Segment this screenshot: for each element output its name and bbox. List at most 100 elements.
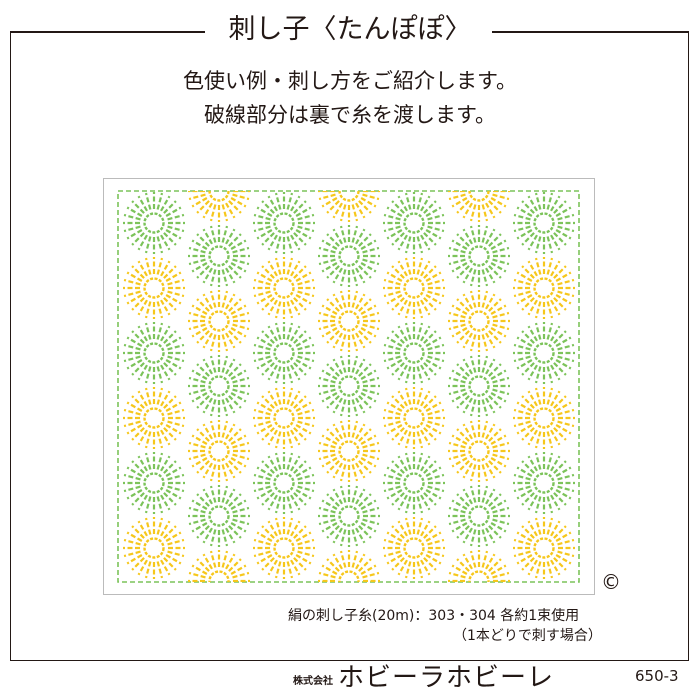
ray-stitch bbox=[462, 267, 473, 284]
ray-stitch bbox=[209, 225, 217, 243]
ray-stitch bbox=[332, 228, 343, 245]
ray-stitch bbox=[196, 233, 210, 247]
sunburst-motif bbox=[513, 192, 575, 254]
ray-stitch bbox=[144, 561, 152, 579]
ray-stitch bbox=[144, 452, 152, 470]
ray-stitch bbox=[553, 362, 567, 376]
ray-stitch bbox=[297, 343, 315, 351]
ray-stitch bbox=[555, 294, 572, 305]
ray-stitch bbox=[339, 355, 347, 373]
ray-stitch bbox=[209, 464, 217, 482]
ray-stitch bbox=[131, 330, 145, 344]
ray-stitch bbox=[209, 399, 217, 417]
ray-stitch bbox=[137, 260, 148, 277]
ray-stitch bbox=[553, 427, 567, 441]
ray-stitch bbox=[361, 179, 376, 184]
ray-stitch bbox=[192, 588, 207, 594]
ray-stitch bbox=[274, 452, 282, 470]
ray-stitch bbox=[137, 234, 148, 251]
ray-stitch bbox=[481, 550, 489, 568]
ray-stitch bbox=[360, 564, 377, 575]
ray-stitch bbox=[165, 271, 182, 282]
ray-stitch bbox=[188, 311, 206, 319]
ray-stitch bbox=[253, 290, 271, 298]
ray-stitch bbox=[267, 299, 278, 316]
ray-stitch bbox=[456, 330, 470, 344]
ray-stitch bbox=[167, 473, 185, 481]
ray-stitch bbox=[290, 494, 301, 511]
description-line-1: 色使い例・刺し方をご紹介します。 bbox=[183, 69, 517, 93]
ray-stitch bbox=[225, 527, 236, 544]
ray-stitch bbox=[253, 343, 271, 351]
ray-stitch bbox=[425, 401, 442, 412]
ray-stitch bbox=[386, 554, 403, 565]
ray-stitch bbox=[351, 334, 359, 352]
ray-stitch bbox=[261, 460, 275, 474]
ray-stitch bbox=[165, 554, 182, 565]
ray-stitch bbox=[202, 488, 213, 505]
ray-stitch bbox=[163, 427, 177, 441]
ray-stitch bbox=[448, 453, 466, 461]
ray-stitch bbox=[404, 452, 412, 470]
ray-stitch bbox=[332, 332, 343, 349]
ray-stitch bbox=[386, 206, 403, 217]
ray-stitch bbox=[481, 529, 489, 547]
ray-stitch bbox=[228, 363, 242, 377]
ray-stitch bbox=[293, 362, 307, 376]
ray-stitch bbox=[123, 473, 141, 481]
ray-stitch bbox=[527, 234, 538, 251]
ray-stitch bbox=[360, 304, 377, 315]
ray-stitch bbox=[225, 423, 236, 440]
ray-stitch bbox=[555, 401, 572, 412]
ray-stitch bbox=[416, 192, 424, 210]
ray-stitch bbox=[204, 593, 213, 594]
ray-stitch bbox=[165, 401, 182, 412]
ray-stitch bbox=[191, 327, 208, 338]
ray-stitch bbox=[196, 428, 210, 442]
ray-stitch bbox=[527, 520, 538, 537]
ray-stitch bbox=[290, 364, 301, 381]
ray-stitch bbox=[137, 494, 148, 511]
ray-stitch bbox=[156, 322, 164, 340]
sunburst-motif bbox=[253, 322, 315, 384]
sunburst-motif bbox=[188, 550, 250, 594]
ray-stitch bbox=[492, 258, 510, 266]
frame-top-right bbox=[492, 31, 689, 33]
ray-stitch bbox=[462, 488, 473, 505]
ray-stitch bbox=[188, 193, 206, 201]
ray-stitch bbox=[513, 485, 531, 493]
ray-stitch bbox=[326, 493, 340, 507]
sunburst-motif bbox=[448, 290, 510, 352]
ray-stitch bbox=[286, 257, 294, 275]
ray-stitch bbox=[188, 246, 206, 254]
ray-stitch bbox=[553, 265, 567, 279]
ray-stitch bbox=[451, 327, 468, 338]
ray-stitch bbox=[362, 323, 380, 331]
ray-stitch bbox=[534, 387, 542, 405]
ray-stitch bbox=[360, 239, 377, 250]
ray-stitch bbox=[144, 431, 152, 449]
ray-stitch bbox=[469, 334, 477, 352]
ray-stitch bbox=[232, 441, 250, 449]
ray-stitch bbox=[123, 538, 141, 546]
ray-stitch bbox=[521, 200, 535, 214]
ray-stitch bbox=[416, 561, 424, 579]
ray-stitch bbox=[126, 294, 143, 305]
ray-stitch bbox=[156, 496, 164, 514]
ray-stitch bbox=[557, 213, 575, 221]
ray-stitch bbox=[420, 325, 431, 342]
ray-stitch bbox=[209, 355, 217, 373]
ray-stitch bbox=[469, 399, 477, 417]
ray-stitch bbox=[462, 423, 473, 440]
ray-stitch bbox=[516, 489, 533, 500]
ray-stitch bbox=[290, 234, 301, 251]
ray-stitch bbox=[131, 200, 145, 214]
ray-stitch bbox=[290, 299, 301, 316]
ray-stitch bbox=[423, 492, 437, 506]
ray-stitch bbox=[231, 179, 246, 184]
ray-stitch bbox=[339, 485, 347, 503]
ray-stitch bbox=[137, 390, 148, 407]
ray-stitch bbox=[492, 441, 510, 449]
ray-stitch bbox=[355, 332, 366, 349]
ray-stitch bbox=[123, 420, 141, 428]
